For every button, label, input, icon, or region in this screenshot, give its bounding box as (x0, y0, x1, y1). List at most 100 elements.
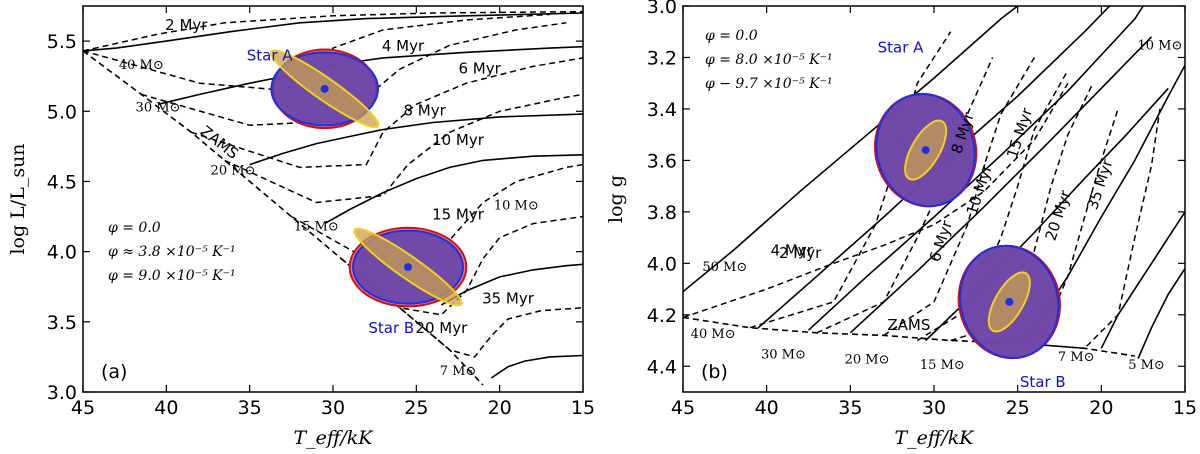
isochrone-label: 15 Myr (432, 205, 485, 223)
track-line (249, 113, 583, 166)
legend-line: φ = 8.0 ×10⁻⁵ K⁻¹ (705, 52, 833, 68)
x-tick-label: 45 (71, 397, 95, 419)
y-tick-label: 3.5 (47, 312, 77, 334)
x-tick-label: 25 (404, 397, 428, 419)
legend-line: φ − 9.7 ×10⁻⁵ K⁻¹ (705, 76, 833, 92)
isochrone-line (141, 22, 567, 127)
y-tick-label: 3.6 (647, 150, 677, 172)
legend-line: φ = 0.0 (705, 28, 758, 44)
track-line (683, 6, 1019, 293)
star-marker (921, 146, 930, 155)
isochrone-label: 6 Myr (926, 218, 956, 265)
panel-b: 45 40 35 30 25 20 15 3.0 3.2 3.4 3.6 3.8 4.0 4.2 4.4 T_… (605, 0, 1197, 449)
y-tick-label: 4.0 (47, 242, 77, 264)
star-marker (404, 263, 412, 272)
isochrone-label: 20 Myr (415, 319, 468, 337)
track-mass-label: 15 M⊙ (920, 358, 965, 373)
track-line (324, 154, 583, 225)
plot-area (83, 10, 583, 386)
isochrone-line (984, 108, 1119, 344)
track-line (1137, 268, 1185, 359)
panel-label: (a) (101, 361, 127, 383)
isochrone-line (916, 69, 1069, 342)
track-line (849, 36, 1153, 334)
track-line (490, 354, 583, 379)
legend-line: φ = 9.0 ×10⁻⁵ K⁻¹ (108, 268, 236, 284)
track-mass-label: 40 M⊙ (119, 58, 164, 73)
track-line (1025, 64, 1185, 341)
zams-label: ZAMS (887, 316, 930, 334)
isochrone-line (683, 82, 1069, 319)
panel-a: 45 40 35 30 25 20 15 3.0 3.5 4.0 4.5 5.0 5.5 T_eff/kK… (7, 5, 595, 449)
star-marker (1005, 297, 1014, 306)
x-tick-label: 35 (838, 397, 862, 419)
isochrone-label: 4 Myr (382, 37, 425, 55)
track-mass-label: 10 M⊙ (1137, 39, 1182, 54)
isochrone-line (883, 57, 1036, 337)
legend-line: φ = 0.0 (108, 220, 161, 236)
track-mass-label: 5 M⊙ (1128, 358, 1165, 373)
y-tick-label: 3.0 (47, 382, 77, 404)
isochrone-line (399, 307, 583, 358)
isochrone-line (290, 163, 583, 260)
isochrone-label: 15 Myr (1003, 105, 1036, 161)
isochrone-line (191, 57, 583, 169)
track-mass-label: 7 M⊙ (440, 364, 477, 379)
star-label: Star B (368, 319, 414, 337)
y-tick-label: 5.0 (47, 101, 77, 123)
x-tick-label: 20 (1089, 397, 1113, 419)
isochrone-line (1017, 108, 1161, 350)
x-tick-label: 30 (922, 397, 946, 419)
isochrone-label: 2 Myr (165, 16, 208, 34)
isochrone-line (83, 10, 583, 52)
isochrone-line (224, 93, 583, 204)
isochrone-label: 10 Myr (432, 131, 485, 149)
track-line (807, 6, 1144, 331)
isochrone-label: 20 Myr (1042, 187, 1075, 243)
x-axis-label: T_eff/kK (294, 427, 375, 449)
y-axis-label: log L/L_sun (7, 143, 29, 254)
y-tick-label: 3.0 (647, 0, 677, 18)
x-tick-label: 40 (755, 397, 779, 419)
y-tick-label: 3.8 (647, 202, 677, 224)
track-mass-label: 7 M⊙ (1058, 350, 1095, 365)
y-tick-label: 4.4 (647, 356, 677, 378)
star-label: Star A (878, 38, 925, 56)
y-tick-label: 4.0 (647, 253, 677, 275)
isochrone-label: 4 Myr (771, 242, 814, 260)
panel-label: (b) (701, 361, 728, 383)
isochrone-label: 35 Myr (1083, 156, 1116, 212)
track-line (1100, 211, 1185, 349)
star-marker (320, 84, 329, 93)
x-tick-label: 15 (1173, 397, 1197, 419)
isochrone-line (83, 13, 550, 91)
star-label: Star B (1020, 373, 1066, 391)
star-label: Star A (247, 47, 294, 65)
y-tick-label: 4.2 (647, 305, 677, 327)
track-mass-label: 30 M⊙ (761, 348, 806, 363)
track-mass-label: 50 M⊙ (702, 260, 747, 275)
track-mass-label: 10 M⊙ (494, 199, 539, 214)
isochrone-line (950, 82, 1094, 342)
track-line (440, 263, 583, 306)
track-mass-label: 15 M⊙ (294, 220, 339, 235)
x-tick-label: 35 (238, 397, 262, 419)
y-tick-label: 3.2 (647, 47, 677, 69)
y-tick-label: 3.4 (647, 99, 677, 121)
isochrone-line (340, 215, 583, 316)
track-mass-label: 40 M⊙ (691, 327, 736, 342)
x-tick-label: 25 (1006, 397, 1030, 419)
x-tick-label: 45 (671, 397, 695, 419)
x-tick-label: 20 (488, 397, 512, 419)
isochrone-label: 35 Myr (482, 290, 535, 308)
isochrone-label: 2 Myr (779, 244, 822, 262)
y-tick-label: 4.5 (47, 171, 77, 193)
legend-line: φ ≈ 3.8 ×10⁻⁵ K⁻¹ (108, 244, 236, 260)
track-mass-label: 30 M⊙ (136, 100, 181, 115)
track-line (83, 12, 583, 52)
isochrone-label: 6 Myr (459, 59, 502, 77)
y-axis-label: log g (605, 175, 627, 223)
x-tick-label: 40 (154, 397, 178, 419)
x-tick-label: 15 (571, 397, 595, 419)
